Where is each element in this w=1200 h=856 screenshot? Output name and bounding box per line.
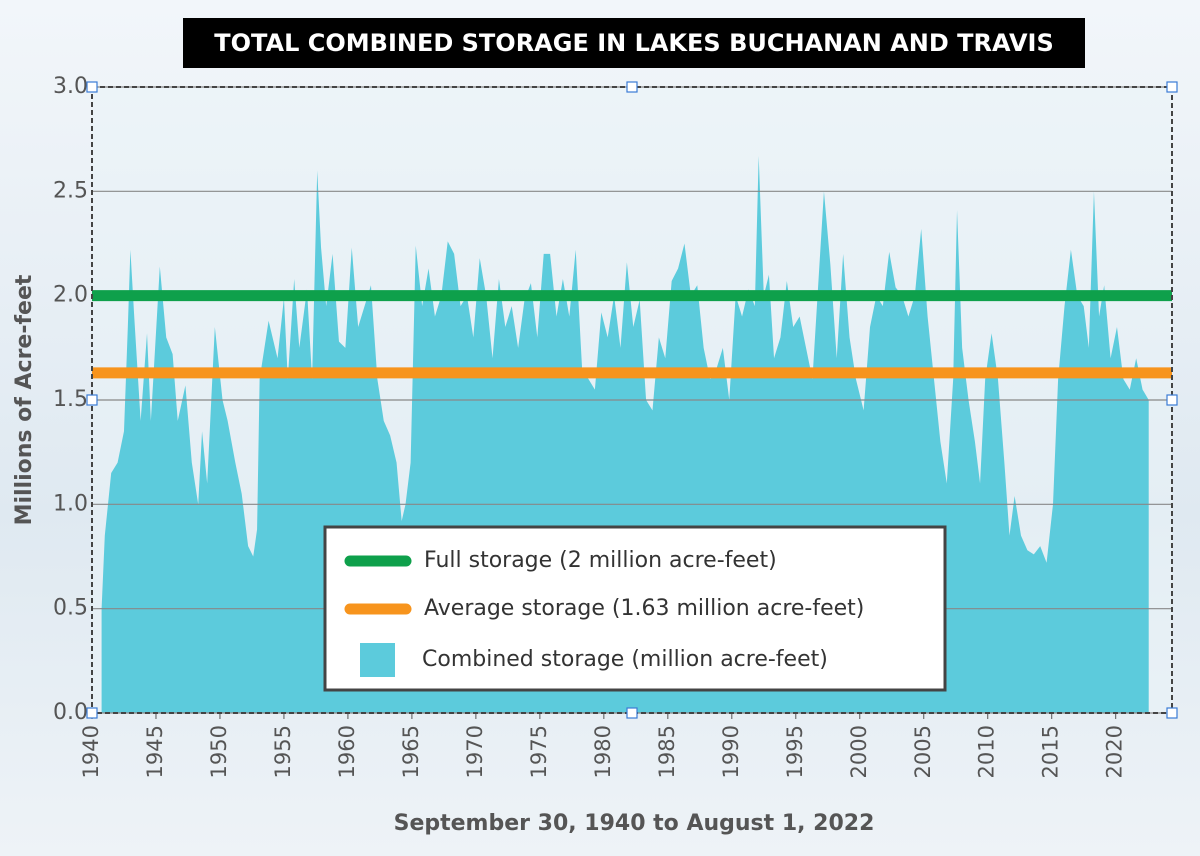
x-tick-label: 2015 <box>1039 725 1063 778</box>
x-tick-label: 1955 <box>271 725 295 778</box>
selection-handle <box>86 394 98 406</box>
selection-handle <box>626 81 638 93</box>
y-tick-label: 0.5 <box>53 596 88 621</box>
selection-handle <box>1166 81 1178 93</box>
chart-title: TOTAL COMBINED STORAGE IN LAKES BUCHANAN… <box>214 29 1054 57</box>
x-tick-label: 2020 <box>1103 725 1127 778</box>
y-axis-label: Millions of Acre-feet <box>12 274 37 525</box>
x-tick-label: 1985 <box>655 725 679 778</box>
x-tick-label: 1990 <box>719 725 743 778</box>
y-tick-label: 0.0 <box>53 700 88 725</box>
x-tick-label: 2005 <box>911 725 935 778</box>
selection-handle <box>1166 707 1178 719</box>
selection-handle <box>626 707 638 719</box>
x-tick-label: 2010 <box>975 725 999 778</box>
x-tick-label: 1960 <box>335 725 359 778</box>
x-tick-label: 1995 <box>783 725 807 778</box>
x-axis-label: September 30, 1940 to August 1, 2022 <box>394 811 875 836</box>
legend: Full storage (2 million acre-feet) Averag… <box>323 525 947 692</box>
x-tick-label: 2000 <box>847 725 871 778</box>
x-tick-label: 1965 <box>399 725 423 778</box>
legend-label: Average storage (1.63 million acre-feet) <box>424 596 864 621</box>
legend-box <box>323 525 947 692</box>
legend-label: Full storage (2 million acre-feet) <box>424 548 777 573</box>
y-tick-label: 1.5 <box>53 387 88 412</box>
legend-swatch <box>360 643 395 677</box>
x-tick-label: 1970 <box>463 725 487 778</box>
legend-label: Combined storage (million acre-feet) <box>422 647 828 672</box>
selection-handle <box>86 81 98 93</box>
x-tick-label: 1945 <box>143 725 167 778</box>
x-tick-label: 1980 <box>591 725 615 778</box>
y-tick-label: 2.5 <box>53 178 88 203</box>
x-tick-label: 1940 <box>79 725 103 778</box>
y-tick-label: 1.0 <box>53 491 88 516</box>
x-tick-label: 1975 <box>527 725 551 778</box>
y-tick-label: 3.0 <box>53 74 88 99</box>
x-tick-label: 1950 <box>207 725 231 778</box>
selection-handle <box>86 707 98 719</box>
y-tick-label: 2.0 <box>53 283 88 308</box>
selection-handle <box>1166 394 1178 406</box>
title-box <box>183 18 1085 68</box>
